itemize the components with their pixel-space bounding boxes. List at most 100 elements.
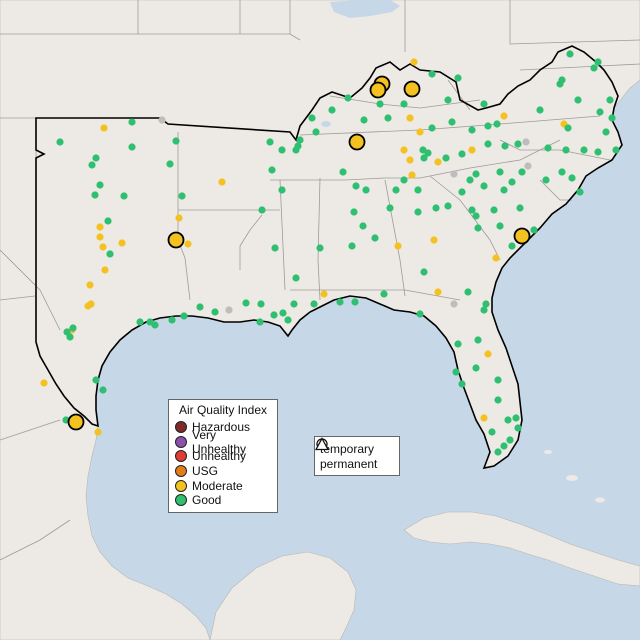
station-marker[interactable] xyxy=(136,318,144,326)
station-marker[interactable] xyxy=(120,192,128,200)
station-marker[interactable] xyxy=(488,428,496,436)
station-marker[interactable] xyxy=(158,116,166,124)
station-marker[interactable] xyxy=(96,223,104,231)
station-marker[interactable] xyxy=(506,436,514,444)
station-marker[interactable] xyxy=(468,126,476,134)
station-marker[interactable] xyxy=(458,380,466,388)
station-marker[interactable] xyxy=(564,124,572,132)
station-marker[interactable] xyxy=(66,333,74,341)
station-marker[interactable] xyxy=(271,244,279,252)
station-marker[interactable] xyxy=(500,186,508,194)
station-marker[interactable] xyxy=(118,239,126,247)
station-marker[interactable] xyxy=(484,350,492,358)
station-marker[interactable] xyxy=(258,206,266,214)
station-marker[interactable] xyxy=(268,166,276,174)
station-marker[interactable] xyxy=(180,312,188,320)
station-marker[interactable] xyxy=(310,300,318,308)
station-marker[interactable] xyxy=(454,74,462,82)
station-marker[interactable] xyxy=(320,290,328,298)
station-marker[interactable] xyxy=(424,149,432,157)
station-marker[interactable] xyxy=(576,188,584,196)
station-marker[interactable] xyxy=(270,311,278,319)
station-marker[interactable] xyxy=(362,186,370,194)
temporary-monitor-marker[interactable] xyxy=(513,227,531,245)
station-marker[interactable] xyxy=(444,202,452,210)
station-marker[interactable] xyxy=(454,340,462,348)
station-marker[interactable] xyxy=(371,234,379,242)
station-marker[interactable] xyxy=(434,288,442,296)
station-marker[interactable] xyxy=(99,243,107,251)
station-marker[interactable] xyxy=(308,114,316,122)
station-marker[interactable] xyxy=(211,308,219,316)
station-marker[interactable] xyxy=(242,299,250,307)
station-marker[interactable] xyxy=(168,316,176,324)
station-marker[interactable] xyxy=(490,206,498,214)
station-marker[interactable] xyxy=(196,303,204,311)
station-marker[interactable] xyxy=(500,442,508,450)
station-marker[interactable] xyxy=(536,106,544,114)
station-marker[interactable] xyxy=(472,364,480,372)
station-marker[interactable] xyxy=(514,424,522,432)
station-marker[interactable] xyxy=(450,170,458,178)
station-marker[interactable] xyxy=(328,106,336,114)
station-marker[interactable] xyxy=(468,146,476,154)
station-marker[interactable] xyxy=(416,310,424,318)
station-marker[interactable] xyxy=(348,242,356,250)
station-marker[interactable] xyxy=(466,176,474,184)
station-marker[interactable] xyxy=(344,94,352,102)
station-marker[interactable] xyxy=(542,176,550,184)
station-marker[interactable] xyxy=(494,376,502,384)
station-marker[interactable] xyxy=(494,396,502,404)
station-marker[interactable] xyxy=(339,168,347,176)
station-marker[interactable] xyxy=(530,226,538,234)
station-marker[interactable] xyxy=(336,298,344,306)
station-marker[interactable] xyxy=(406,156,414,164)
station-marker[interactable] xyxy=(266,138,274,146)
station-marker[interactable] xyxy=(257,300,265,308)
station-marker[interactable] xyxy=(500,112,508,120)
station-marker[interactable] xyxy=(386,204,394,212)
station-marker[interactable] xyxy=(406,114,414,122)
station-marker[interactable] xyxy=(87,300,95,308)
station-marker[interactable] xyxy=(88,161,96,169)
station-marker[interactable] xyxy=(91,191,99,199)
station-marker[interactable] xyxy=(428,70,436,78)
station-marker[interactable] xyxy=(172,137,180,145)
station-marker[interactable] xyxy=(448,118,456,126)
station-marker[interactable] xyxy=(278,146,286,154)
station-marker[interactable] xyxy=(128,118,136,126)
station-marker[interactable] xyxy=(432,204,440,212)
station-marker[interactable] xyxy=(56,138,64,146)
station-marker[interactable] xyxy=(444,96,452,104)
station-marker[interactable] xyxy=(414,186,422,194)
station-marker[interactable] xyxy=(128,143,136,151)
station-marker[interactable] xyxy=(225,306,233,314)
station-marker[interactable] xyxy=(594,148,602,156)
station-marker[interactable] xyxy=(566,50,574,58)
station-marker[interactable] xyxy=(480,100,488,108)
station-marker[interactable] xyxy=(512,414,520,422)
station-marker[interactable] xyxy=(434,158,442,166)
station-marker[interactable] xyxy=(400,176,408,184)
temporary-monitor-marker[interactable] xyxy=(67,413,85,431)
station-marker[interactable] xyxy=(352,182,360,190)
station-marker[interactable] xyxy=(292,274,300,282)
station-marker[interactable] xyxy=(524,162,532,170)
station-marker[interactable] xyxy=(544,144,552,152)
station-marker[interactable] xyxy=(504,416,512,424)
station-marker[interactable] xyxy=(608,114,616,122)
station-marker[interactable] xyxy=(316,244,324,252)
station-marker[interactable] xyxy=(279,309,287,317)
station-marker[interactable] xyxy=(458,188,466,196)
station-marker[interactable] xyxy=(106,250,114,258)
station-marker[interactable] xyxy=(290,300,298,308)
station-marker[interactable] xyxy=(580,146,588,154)
station-marker[interactable] xyxy=(494,448,502,456)
station-marker[interactable] xyxy=(474,224,482,232)
station-marker[interactable] xyxy=(392,186,400,194)
station-marker[interactable] xyxy=(430,236,438,244)
station-marker[interactable] xyxy=(284,316,292,324)
station-marker[interactable] xyxy=(410,58,418,66)
station-marker[interactable] xyxy=(92,376,100,384)
station-marker[interactable] xyxy=(450,300,458,308)
